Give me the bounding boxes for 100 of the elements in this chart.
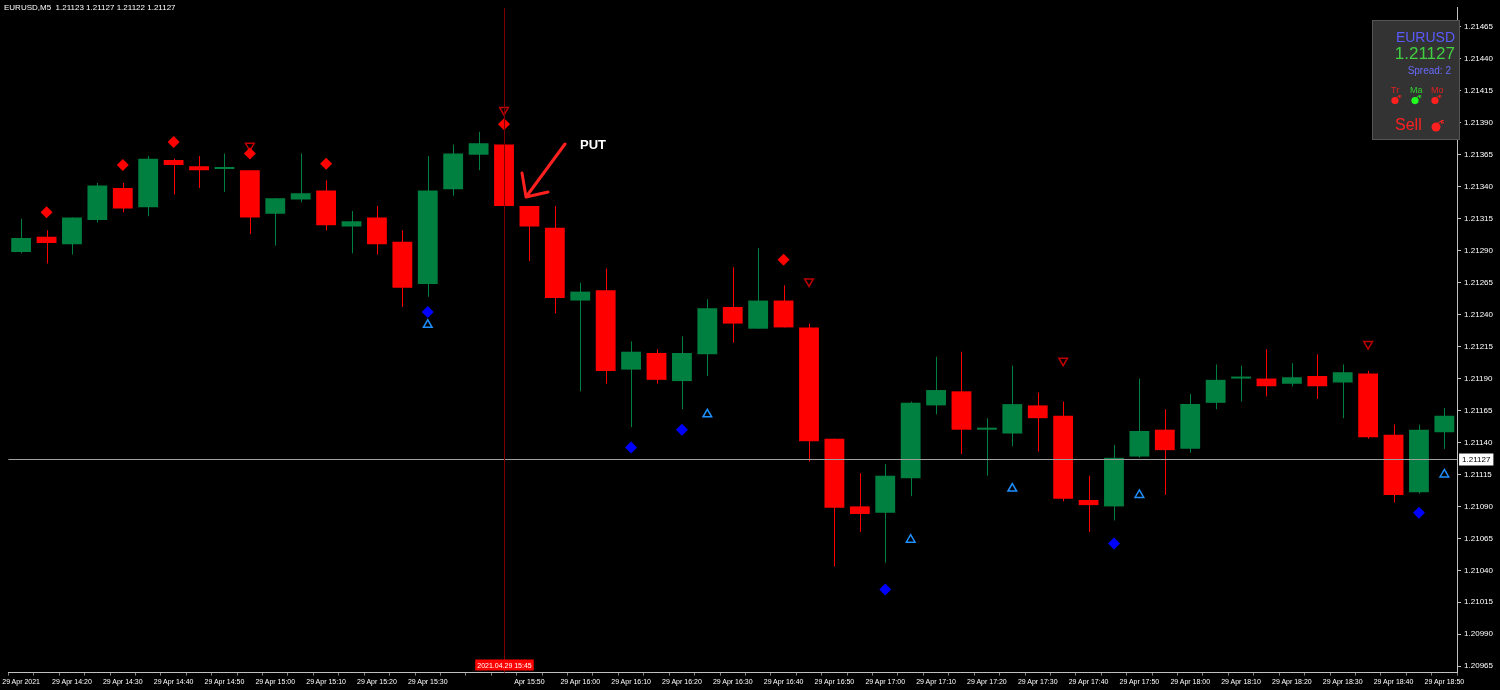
y-tick-label: 1.21290: [1464, 245, 1494, 255]
annotation: EURUSD: [1395, 29, 1455, 45]
candlestick: [799, 323, 819, 463]
ref-line-label: 1.21127: [1462, 454, 1491, 464]
point: [675, 423, 688, 436]
annotation: 1.21127: [1394, 44, 1455, 64]
y-tick-label: 1.21415: [1464, 86, 1494, 96]
y-tick-label: 1.20965: [1464, 661, 1494, 671]
candlestick: [544, 205, 565, 314]
y-tick-label: 1.21315: [1464, 213, 1494, 223]
candlestick: [1231, 365, 1251, 403]
chart-title: EURUSD,M5 1.21123 1.21127 1.21122 1.21127: [4, 3, 176, 12]
candlestick: [316, 179, 337, 231]
y-tick-label: 1.21265: [1464, 277, 1494, 287]
candlestick: [722, 266, 743, 344]
candlestick: [189, 155, 209, 189]
point: [116, 159, 129, 172]
point: [498, 106, 510, 116]
y-tick-label: 1.21240: [1464, 309, 1494, 319]
point: [702, 408, 713, 418]
candlestick: [900, 401, 921, 497]
point: [777, 253, 790, 266]
point: [167, 136, 180, 149]
point: [1134, 489, 1145, 499]
candlestick: [621, 340, 641, 428]
candlestick: [87, 182, 108, 224]
y-tick-label: 1.21390: [1464, 118, 1494, 128]
candlestick: [468, 131, 489, 171]
y-tick-label: 1.21065: [1464, 533, 1494, 543]
y-tick-label: 1.21165: [1464, 405, 1493, 415]
candlestick: [1027, 392, 1048, 452]
candlestick: [367, 205, 387, 256]
candlestick: [926, 356, 946, 415]
point: [1412, 506, 1425, 519]
candlestick: [595, 268, 616, 385]
y-tick-label: 1.21015: [1464, 597, 1494, 607]
candlestick: [1053, 401, 1074, 502]
candlestick: [443, 144, 464, 197]
candlestick: [570, 282, 591, 392]
point: [243, 147, 256, 160]
annotation: Mo: [1431, 85, 1444, 95]
candlestick: [1358, 370, 1379, 440]
y-tick-label: 1.21215: [1464, 341, 1494, 351]
candlestick: [214, 153, 235, 193]
candlestick: [239, 169, 260, 235]
candlestick: [11, 218, 32, 254]
point: [320, 157, 333, 170]
annotation: Ma: [1410, 85, 1423, 95]
point: [1363, 340, 1374, 350]
y-tick-label: 1.21340: [1464, 181, 1494, 191]
candlestick: [748, 247, 769, 330]
point: [1058, 357, 1069, 367]
y-tick-label: 1.21090: [1464, 501, 1494, 511]
y-tick-label: 1.21040: [1464, 565, 1494, 575]
point: [421, 306, 434, 319]
point: [40, 206, 53, 219]
y-tick-label: 1.21365: [1464, 150, 1494, 160]
point: [905, 533, 916, 543]
y-tick-label: 1.21440: [1464, 54, 1494, 64]
candlestick: [1180, 393, 1201, 454]
candlestick: [1205, 363, 1226, 410]
annotation: Sell: [1395, 116, 1422, 134]
y-tick-label: 1.21140: [1464, 437, 1493, 447]
point: [625, 441, 638, 454]
candlestick: [138, 155, 159, 217]
point: [422, 319, 433, 329]
candlestick: [1409, 424, 1429, 495]
candlestick: [951, 351, 972, 455]
point: [1007, 482, 1018, 492]
candlestick: [265, 197, 286, 247]
candlestick: [392, 229, 413, 308]
candlestick: [1307, 353, 1328, 400]
candlestick: [1154, 408, 1175, 496]
candlestick: [875, 463, 896, 564]
candlestick: [697, 298, 718, 377]
y-tick-label: 1.20990: [1464, 629, 1494, 639]
candlestick: [417, 155, 438, 298]
candlestick: [290, 153, 311, 203]
y-tick-label: 1.21115: [1464, 469, 1493, 479]
y-tick-label: 1.21190: [1464, 373, 1493, 383]
candlestick: [112, 182, 133, 213]
candlestick: [163, 158, 184, 195]
point: [1107, 537, 1120, 550]
candlestick: [62, 216, 82, 256]
y-tick-label: 1.21465: [1464, 22, 1494, 32]
candlestick: [849, 472, 870, 533]
annotation: Tr: [1391, 85, 1400, 95]
candlestick: [1332, 363, 1353, 419]
candlestick: [1129, 378, 1150, 459]
candlestick: [672, 335, 692, 410]
candlestick: [1104, 444, 1124, 521]
annotation: Spread: 2: [1407, 65, 1451, 76]
candlestick: [1281, 362, 1302, 387]
candlestick: [976, 417, 997, 477]
candlestick: [1434, 407, 1455, 450]
candlestick: [646, 348, 667, 385]
annotation: PUT: [580, 137, 606, 152]
point: [879, 583, 892, 596]
point: [1439, 468, 1450, 478]
point: [803, 278, 815, 288]
